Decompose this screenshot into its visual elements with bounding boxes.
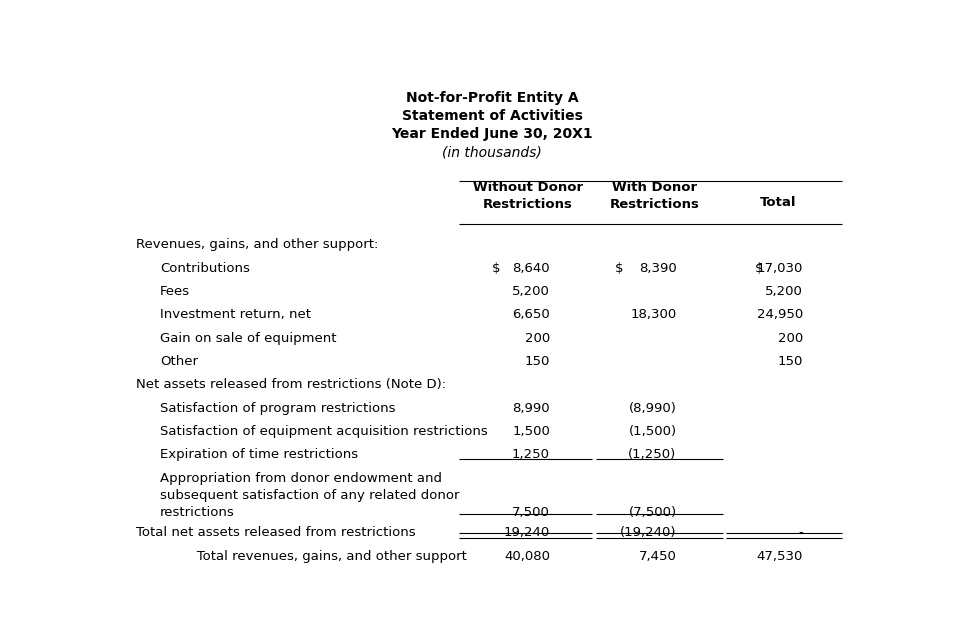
Text: 47,530: 47,530 (756, 549, 803, 563)
Text: Restrictions: Restrictions (483, 198, 573, 211)
Text: Gain on sale of equipment: Gain on sale of equipment (160, 332, 337, 345)
Text: $: $ (755, 261, 763, 274)
Text: 24,950: 24,950 (756, 308, 803, 321)
Text: 7,450: 7,450 (638, 549, 677, 563)
Text: Not-for-Profit Entity A: Not-for-Profit Entity A (406, 91, 578, 105)
Text: 8,640: 8,640 (513, 261, 550, 274)
Text: (8,990): (8,990) (629, 402, 677, 415)
Text: Appropriation from donor endowment and: Appropriation from donor endowment and (160, 472, 443, 485)
Text: $: $ (492, 261, 500, 274)
Text: 1,250: 1,250 (512, 448, 550, 461)
Text: 17,030: 17,030 (756, 261, 803, 274)
Text: (1,500): (1,500) (629, 425, 677, 438)
Text: Without Donor: Without Donor (472, 181, 583, 194)
Text: restrictions: restrictions (160, 506, 235, 519)
Text: 18,300: 18,300 (631, 308, 677, 321)
Text: 6,650: 6,650 (513, 308, 550, 321)
Text: 19,240: 19,240 (504, 527, 550, 540)
Text: (19,240): (19,240) (620, 527, 677, 540)
Text: 200: 200 (778, 332, 803, 345)
Text: Investment return, net: Investment return, net (160, 308, 311, 321)
Text: 5,200: 5,200 (765, 285, 803, 298)
Text: Total net assets released from restrictions: Total net assets released from restricti… (136, 527, 416, 540)
Text: Satisfaction of program restrictions: Satisfaction of program restrictions (160, 402, 396, 415)
Text: 8,990: 8,990 (513, 402, 550, 415)
Text: Expiration of time restrictions: Expiration of time restrictions (160, 448, 358, 461)
Text: 5,200: 5,200 (512, 285, 550, 298)
Text: With Donor: With Donor (612, 181, 697, 194)
Text: Other: Other (160, 355, 198, 368)
Text: Total: Total (760, 196, 797, 209)
Text: Year Ended June 30, 20X1: Year Ended June 30, 20X1 (391, 127, 593, 141)
Text: 200: 200 (525, 332, 550, 345)
Text: $: $ (614, 261, 623, 274)
Text: Contributions: Contributions (160, 261, 250, 274)
Text: (7,500): (7,500) (629, 506, 677, 519)
Text: 150: 150 (525, 355, 550, 368)
Text: Net assets released from restrictions (Note D):: Net assets released from restrictions (N… (136, 378, 446, 391)
Text: Satisfaction of equipment acquisition restrictions: Satisfaction of equipment acquisition re… (160, 425, 488, 438)
Text: 1,500: 1,500 (512, 425, 550, 438)
Text: Total revenues, gains, and other support: Total revenues, gains, and other support (184, 549, 467, 563)
Text: 40,080: 40,080 (504, 549, 550, 563)
Text: Revenues, gains, and other support:: Revenues, gains, and other support: (136, 239, 379, 252)
Text: (1,250): (1,250) (628, 448, 677, 461)
Text: 8,390: 8,390 (638, 261, 677, 274)
Text: 7,500: 7,500 (512, 506, 550, 519)
Text: (in thousands): (in thousands) (443, 145, 541, 159)
Text: Restrictions: Restrictions (610, 198, 699, 211)
Text: Fees: Fees (160, 285, 190, 298)
Text: subsequent satisfaction of any related donor: subsequent satisfaction of any related d… (160, 489, 460, 502)
Text: Statement of Activities: Statement of Activities (401, 109, 583, 123)
Text: -: - (799, 527, 803, 540)
Text: 150: 150 (778, 355, 803, 368)
